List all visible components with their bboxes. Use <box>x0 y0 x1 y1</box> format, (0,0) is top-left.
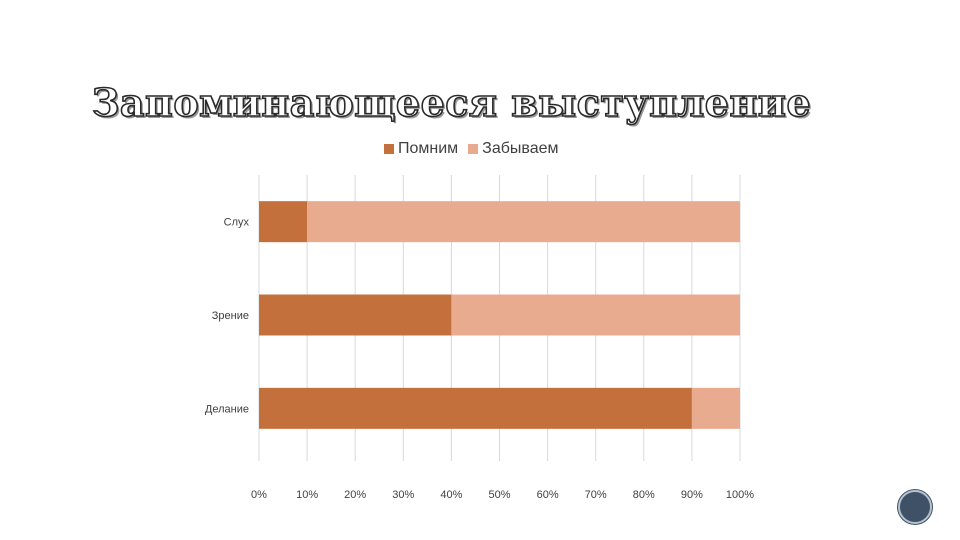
x-tick-label: 60% <box>537 489 559 501</box>
legend-item-forget: Забываем <box>468 140 559 158</box>
x-tick-label: 90% <box>681 489 703 501</box>
legend-item-remember: Помним <box>384 140 458 158</box>
x-tick-label: 40% <box>440 489 462 501</box>
y-category-label: Делание <box>205 403 249 415</box>
bar-forget <box>691 387 740 429</box>
x-tick-label: 50% <box>488 489 510 501</box>
x-tick-label: 10% <box>296 489 318 501</box>
bar-remember <box>259 294 452 336</box>
y-category-label: Слух <box>224 217 250 229</box>
legend-label-remember: Помним <box>398 140 459 157</box>
bar-remember <box>259 201 308 243</box>
chart-legend: Помним Забываем <box>384 140 559 158</box>
legend-swatch-remember <box>384 144 394 154</box>
y-category-label: Зрение <box>212 310 249 322</box>
x-tick-label: 20% <box>344 489 366 501</box>
bar-forget <box>451 294 740 336</box>
bar-remember <box>259 387 692 429</box>
x-tick-label: 30% <box>392 489 414 501</box>
x-tick-label: 100% <box>726 489 754 501</box>
slide-title: Запоминающееся выступление <box>91 79 812 126</box>
bar-forget <box>307 201 740 243</box>
slide-badge <box>898 490 932 524</box>
x-tick-label: 70% <box>585 489 607 501</box>
x-tick-label: 0% <box>251 489 267 501</box>
x-tick-label: 80% <box>633 489 655 501</box>
legend-label-forget: Забываем <box>482 140 559 157</box>
legend-swatch-forget <box>468 144 479 154</box>
